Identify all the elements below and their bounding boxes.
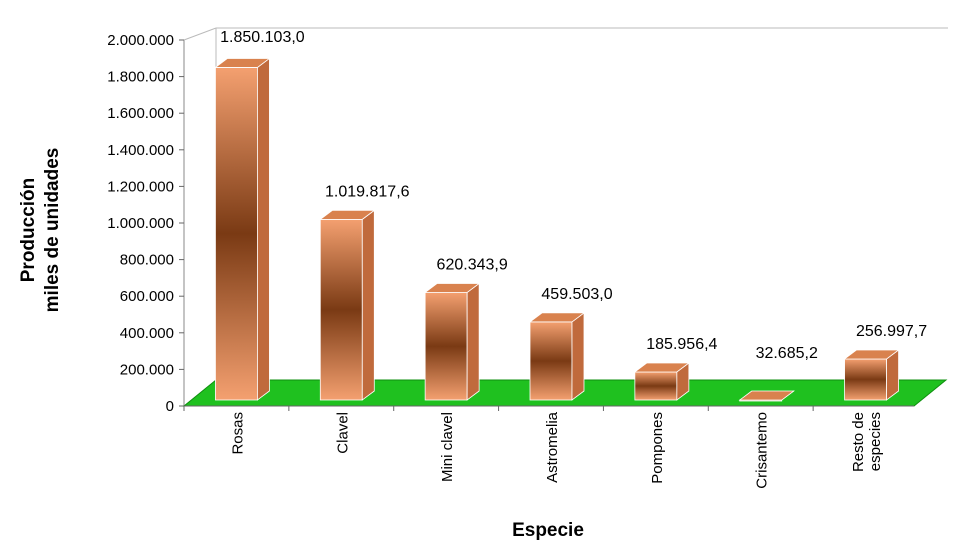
bar-top: [633, 362, 691, 373]
bars-group: [214, 57, 900, 402]
bar: [423, 282, 481, 401]
y-axis-title: miles de unidades: [42, 148, 63, 313]
y-tick-label: 2.000.000: [107, 32, 174, 49]
data-labels-group: 1.850.103,0 1.019.817,6 620.343,9 459.503,0…: [220, 29, 927, 362]
bar-top: [528, 312, 586, 323]
data-label: 185.956,4: [646, 336, 717, 353]
bar-front: [634, 371, 678, 401]
bar-top: [319, 209, 376, 220]
x-tick-label: Pompones: [649, 412, 666, 484]
y-tick-label: 400.000: [120, 325, 174, 342]
data-label: 1.019.817,6: [325, 183, 410, 200]
bar-top: [843, 349, 900, 360]
data-label: 1.850.103,0: [220, 29, 305, 46]
x-tick-label: especies: [867, 412, 884, 471]
y-axis: 0 200.000 400.000 600.000 800.000 1.000.000 1.…: [107, 32, 184, 415]
y-tick-label: 1.400.000: [107, 142, 174, 159]
bar: [633, 362, 691, 401]
y-tick-label: 1.600.000: [107, 105, 174, 122]
axis-titles: Producción miles de unidades Especie: [18, 148, 584, 541]
y-tick-label: 200.000: [120, 361, 174, 378]
bar-side: [571, 312, 585, 401]
x-axis-title: Especie: [512, 520, 584, 541]
bar: [738, 390, 795, 402]
bar: [214, 57, 271, 401]
x-tick-label: Clavel: [334, 412, 351, 454]
bar-side: [466, 282, 480, 401]
bar-top: [423, 283, 481, 293]
data-label: 620.343,9: [437, 256, 508, 273]
bar-side: [361, 209, 375, 401]
bar: [843, 349, 900, 401]
bar-side: [257, 57, 270, 401]
bar-front: [215, 67, 258, 401]
y-tick-label: 600.000: [120, 288, 174, 305]
x-tick-label: Rosas: [229, 412, 246, 455]
bar-front: [424, 292, 468, 401]
data-label: 256.997,7: [856, 323, 927, 340]
y-tick-label: 800.000: [120, 252, 174, 269]
y-tick-label: 1.000.000: [107, 215, 174, 232]
x-tick-label: Astromelia: [544, 411, 561, 483]
y-tick-label: 0: [166, 398, 174, 415]
x-tick-label: Resto de: [850, 412, 867, 472]
bar: [528, 312, 586, 401]
bar: [319, 209, 376, 401]
bar-front: [319, 218, 363, 401]
y-tick-label: 1.200.000: [107, 178, 174, 195]
y-tick-label: 1.800.000: [107, 69, 174, 86]
bar-top: [738, 390, 795, 401]
data-label: 32.685,2: [756, 345, 818, 362]
bar-top: [214, 58, 271, 68]
bar-front: [844, 358, 887, 401]
x-axis: Rosas Clavel Mini clavel Astromelia Pompones…: [183, 406, 884, 489]
x-tick-label: Crisantemo: [754, 412, 771, 489]
bar-front: [529, 321, 573, 401]
data-label: 459.503,0: [541, 286, 612, 303]
x-tick-label: Mini clavel: [439, 412, 456, 482]
y-axis-title: Producción: [18, 178, 39, 283]
